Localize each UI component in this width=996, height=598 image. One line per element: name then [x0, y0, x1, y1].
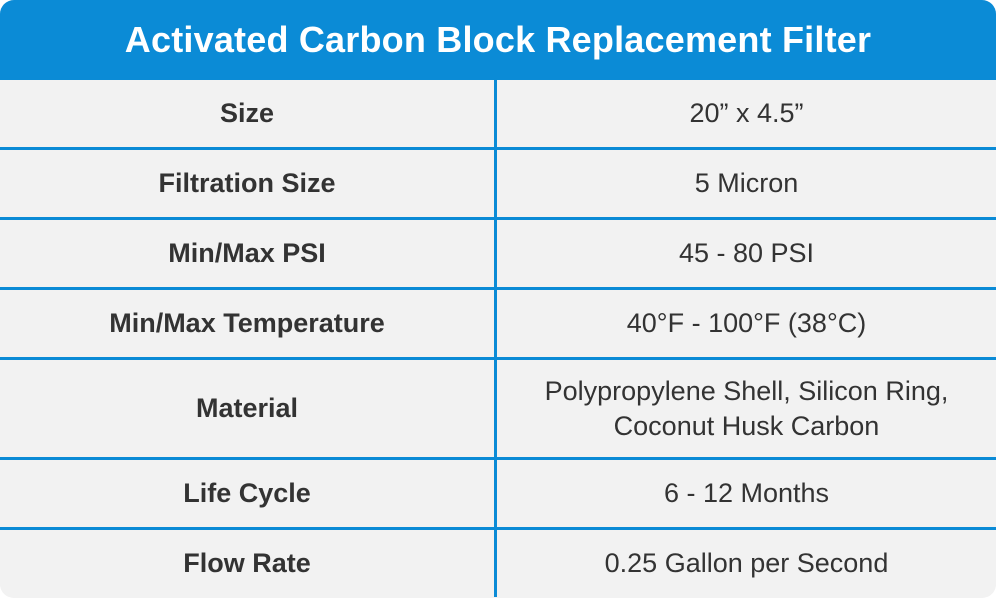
- row-label: Min/Max Temperature: [0, 290, 497, 357]
- table-row: Min/Max Temperature 40°F - 100°F (38°C): [0, 287, 996, 357]
- row-value: 0.25 Gallon per Second: [604, 548, 889, 578]
- spec-table: Size 20” x 4.5” Filtration Size 5 Micron…: [0, 80, 996, 597]
- row-label: Material: [0, 360, 497, 457]
- table-row: Min/Max PSI 45 - 80 PSI: [0, 217, 996, 287]
- row-value: 6 - 12 Months: [663, 478, 830, 508]
- row-value: Polypropylene Shell, Silicon Ring, Cocon…: [544, 375, 949, 441]
- row-label: Filtration Size: [0, 150, 497, 217]
- table-row: Filtration Size 5 Micron: [0, 147, 996, 217]
- table-title: Activated Carbon Block Replacement Filte…: [0, 0, 996, 80]
- row-label: Size: [0, 80, 497, 147]
- row-value: 45 - 80 PSI: [678, 238, 815, 268]
- row-value: 5 Micron: [694, 168, 799, 198]
- row-value: 40°F - 100°F (38°C): [626, 308, 867, 338]
- row-label: Min/Max PSI: [0, 220, 497, 287]
- row-value: 20” x 4.5”: [689, 98, 804, 128]
- table-row: Flow Rate 0.25 Gallon per Second: [0, 527, 996, 597]
- row-label: Flow Rate: [0, 530, 497, 597]
- table-row: Material Polypropylene Shell, Silicon Ri…: [0, 357, 996, 457]
- table-row: Size 20” x 4.5”: [0, 80, 996, 147]
- row-label: Life Cycle: [0, 460, 497, 527]
- table-row: Life Cycle 6 - 12 Months: [0, 457, 996, 527]
